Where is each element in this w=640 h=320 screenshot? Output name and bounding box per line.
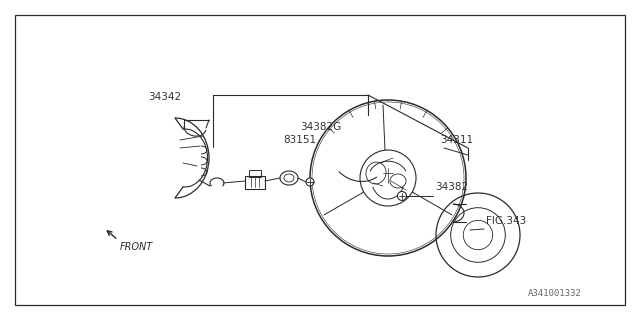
Circle shape — [306, 178, 314, 186]
Text: 83151: 83151 — [283, 135, 316, 145]
Circle shape — [397, 191, 406, 201]
Text: FRONT: FRONT — [120, 242, 153, 252]
Text: A341001332: A341001332 — [528, 289, 582, 298]
Text: 34342: 34342 — [148, 92, 181, 102]
Text: 34382G: 34382G — [300, 122, 341, 132]
Bar — [249, 170, 261, 177]
Text: 34311: 34311 — [440, 135, 473, 145]
Text: FIG.343: FIG.343 — [486, 216, 526, 226]
Text: 34382: 34382 — [435, 182, 468, 192]
Bar — [245, 176, 265, 189]
